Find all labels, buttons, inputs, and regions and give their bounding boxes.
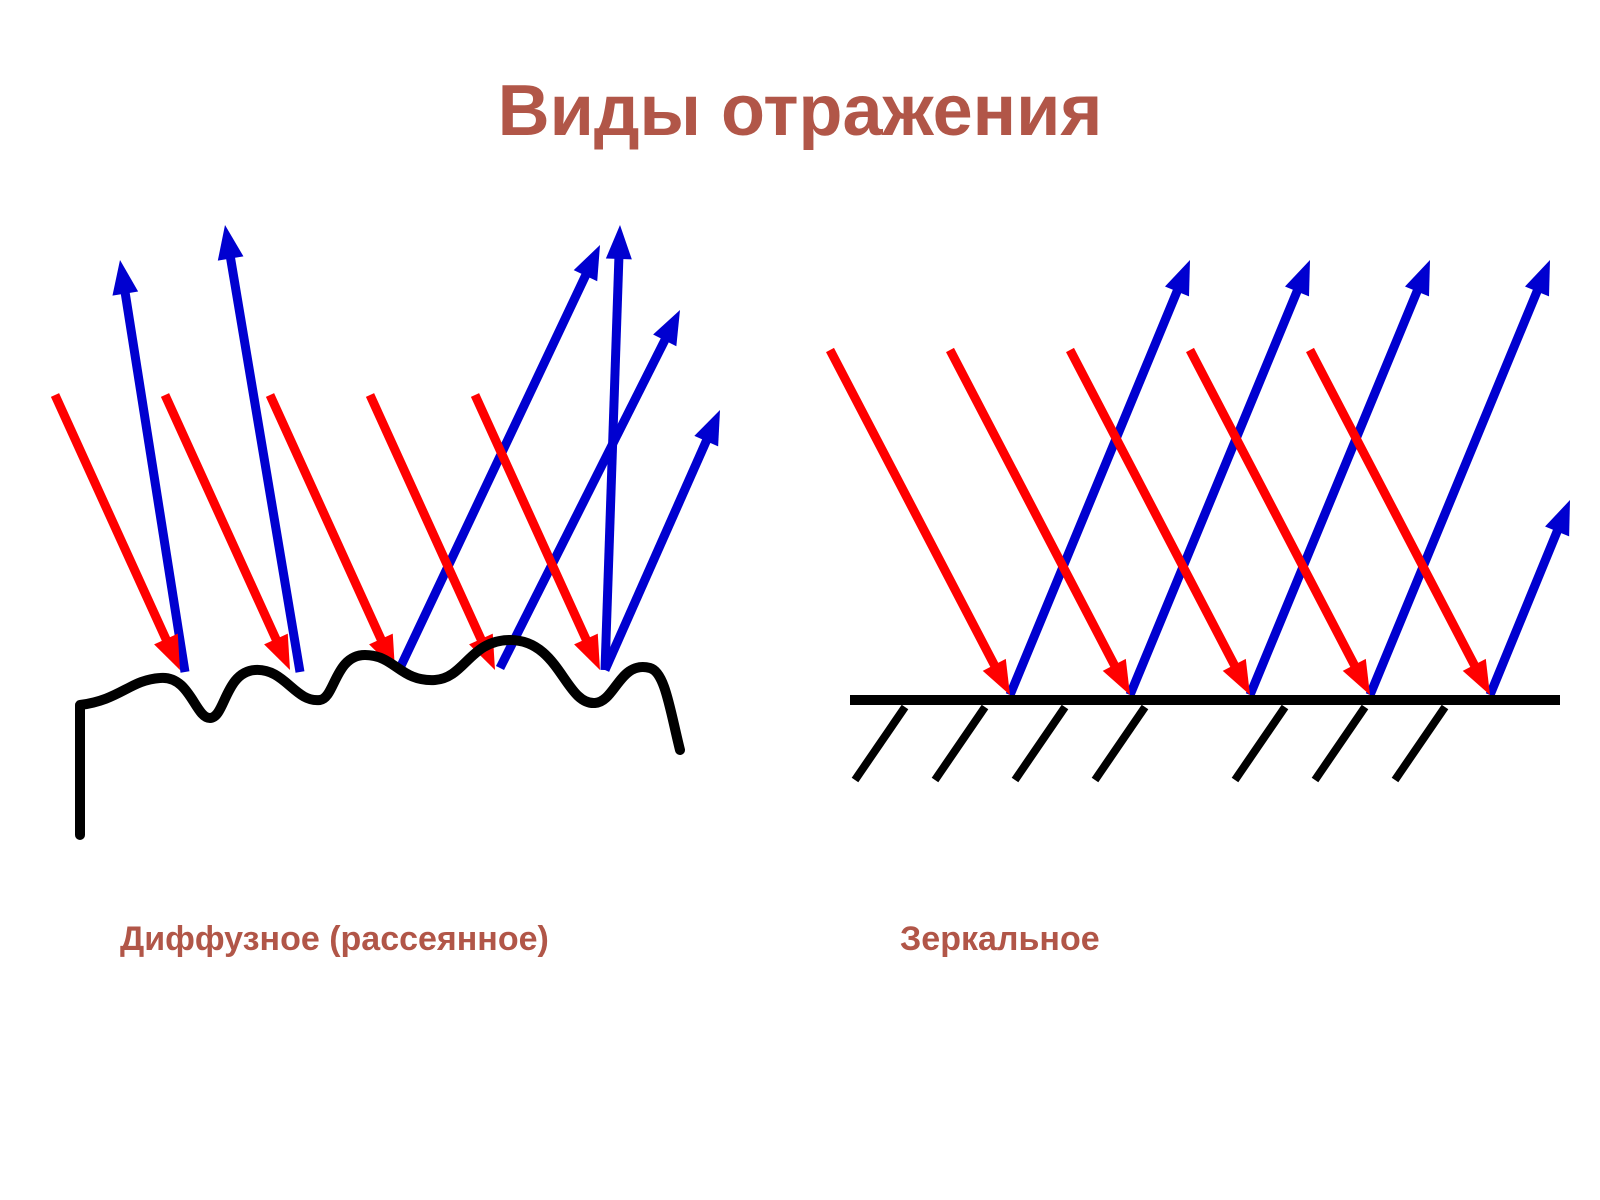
- specular-hatch-1: [935, 707, 985, 780]
- diffuse-rough-surface: [80, 640, 680, 835]
- diffuse-reflected-ray-5: [605, 410, 720, 670]
- specular-hatch-3: [1095, 707, 1145, 780]
- specular-hatch-5: [1315, 707, 1365, 780]
- diffuse-incident-ray-1: [165, 395, 290, 670]
- specular-hatch-2: [1015, 707, 1065, 780]
- specular-hatch-4: [1235, 707, 1285, 780]
- specular-incident-ray-3: [1190, 350, 1370, 695]
- specular-incident-ray-0: [830, 350, 1010, 695]
- specular-incident-ray-1: [950, 350, 1130, 695]
- specular-hatch-0: [855, 707, 905, 780]
- diffuse-incident-ray-4: [475, 395, 600, 670]
- specular-panel: [830, 260, 1570, 780]
- reflection-diagram: [0, 0, 1600, 1200]
- diffuse-panel: [55, 225, 720, 835]
- specular-incident-ray-2: [1070, 350, 1250, 695]
- diffuse-reflected-ray-3: [500, 310, 680, 668]
- specular-incident-ray-4: [1310, 350, 1490, 695]
- diffuse-incident-ray-3: [370, 395, 495, 670]
- specular-hatch-6: [1395, 707, 1445, 780]
- diffuse-reflected-ray-4: [605, 225, 632, 670]
- specular-reflected-ray-4: [1490, 500, 1570, 695]
